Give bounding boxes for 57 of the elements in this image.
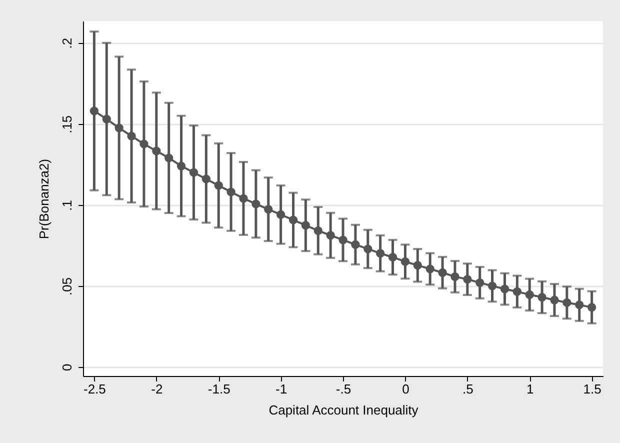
point [202,174,210,184]
point [276,210,286,219]
point [587,302,596,312]
point [538,292,546,302]
point [364,244,372,254]
point [90,106,99,116]
point [164,154,174,162]
point [338,236,348,244]
point [152,146,161,156]
point [239,194,248,203]
point [226,188,236,196]
point [575,300,584,310]
x-tick-label: -.5 [336,382,352,396]
point [562,298,572,307]
point [488,282,497,290]
y-tick-label: .1 [60,200,74,211]
x-tick-label: -2 [151,382,163,396]
point [388,252,398,262]
point [301,220,310,230]
point [288,216,298,224]
point [189,168,198,177]
x-tick-label: 0 [402,382,410,396]
point [214,181,223,190]
x-tick-label: -1 [276,382,288,396]
x-tick-label: -1.5 [208,382,230,396]
point [326,231,335,240]
x-tick-label: 1 [526,382,534,396]
point [400,257,410,266]
point [500,284,510,294]
point [102,114,111,124]
x-tick-label: -2.5 [83,382,106,396]
point [525,290,534,299]
point [252,200,260,208]
point [176,162,186,170]
x-tick-label: .5 [462,382,474,396]
point [426,264,434,274]
point [140,140,148,148]
point [476,278,484,287]
x-axis-title: Capital Account Inequality [268,402,419,418]
point [264,204,273,214]
point [550,296,559,304]
point [127,132,136,140]
point [114,124,124,132]
point [351,240,360,249]
point [438,268,447,277]
y-tick-label: 0 [60,364,74,372]
point [413,261,422,270]
point [512,287,522,296]
point [376,249,385,258]
y-axis-title: Pr(Bonanza2) [36,158,52,240]
point [463,274,472,284]
x-tick-label: 1.5 [583,382,602,396]
y-tick-label: .15 [60,115,74,134]
y-tick-label: .05 [60,277,74,296]
point [314,226,322,235]
point [450,272,460,281]
y-tick-label: .2 [60,38,74,49]
